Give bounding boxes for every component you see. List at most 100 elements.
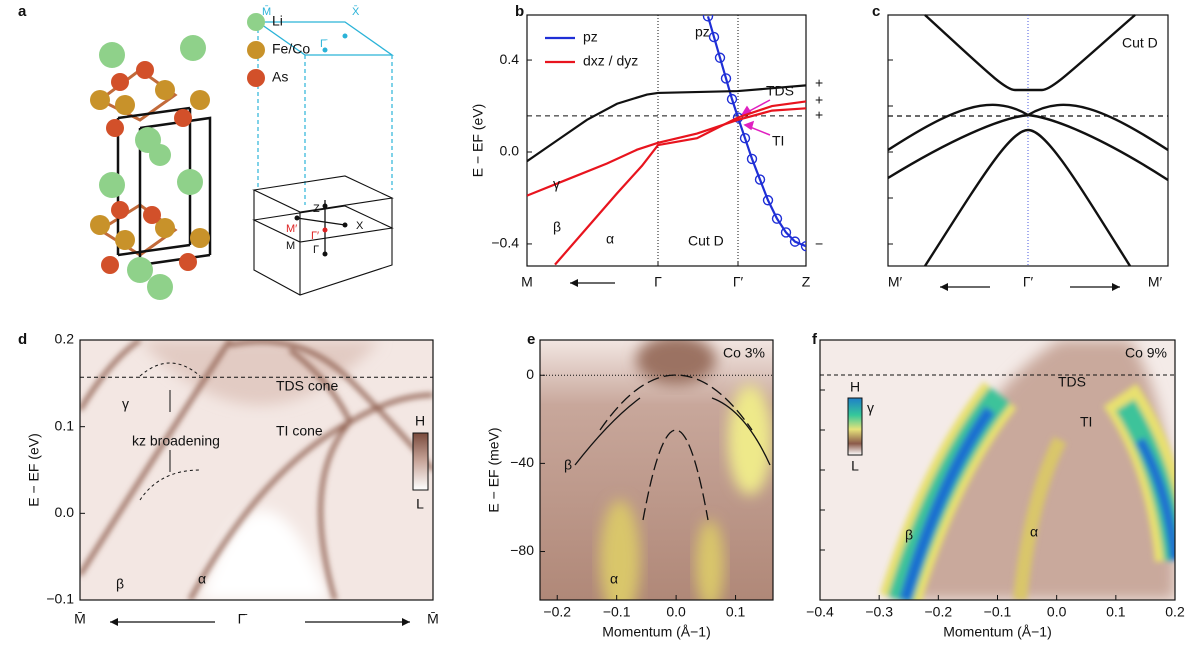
y-tick-label: −40 [510,454,534,470]
x-tick-label: M̄ [427,611,439,627]
x-axis-label: Momentum (Å−1) [943,624,1052,640]
x-tick-label: −0.2 [925,604,953,620]
annotation: β [553,219,561,235]
bz-label: M̄ [262,5,271,18]
y-tick-label: 0.0 [55,504,75,520]
x-tick-label: −0.1 [603,604,631,620]
x-tick-label: M′ [888,274,903,290]
crystal [90,35,212,300]
annotation: TDS cone [276,378,338,394]
plot-area [527,15,806,266]
legend-label: As [272,69,288,85]
annotation: α [606,231,614,247]
y-tick-label: 0 [526,366,534,382]
y-axis-label: E − EF (eV) [470,104,486,178]
annotation: kz broadening [132,433,220,449]
annotation: + [815,107,823,123]
panel-label: f [812,331,818,348]
bz-label: Γ [313,244,319,256]
annotation: Cut D [1122,35,1158,51]
annotation: TI [1080,414,1092,430]
x-tick-label: 0.1 [726,604,746,620]
frame [79,339,434,601]
annotation: γ [867,400,874,416]
x-tick-label: 0.2 [1165,604,1185,620]
legend-label: dxz / dyz [583,53,638,69]
legend-marker [247,69,265,87]
annotation: TDS [766,83,794,99]
band-sketch [887,14,1169,291]
annotation: + [815,92,823,108]
marker [762,195,774,206]
x-tick-label: M̄ [74,611,86,627]
legend-label: Li [272,13,283,29]
y-axis-label: E − EF (meV) [486,427,502,512]
heatmap-d [80,340,433,600]
bz-label: X [356,220,364,232]
annotation: TI cone [276,423,323,439]
marker [720,73,732,84]
x-tick-label: Γ [654,274,662,290]
x-tick-label: Γ′ [733,274,744,290]
panel-title: Co 3% [723,345,765,361]
marker [726,93,738,105]
y-tick-label: −0.4 [491,235,519,251]
annotation: γ [553,176,560,192]
marker [789,236,801,247]
annotation: α [198,571,206,587]
x-tick-label: −0.3 [865,604,893,620]
annotation: − [815,236,823,252]
panel-label: b [515,3,524,20]
legend-label: Fe/Co [272,41,310,57]
x-tick-label: −0.1 [984,604,1012,620]
frame [526,14,807,267]
legend-marker [247,13,265,31]
y-tick-label: −0.1 [46,591,74,607]
marker [708,31,720,43]
marker [800,241,806,252]
panel-label: a [18,3,27,20]
panel-label: c [872,3,880,20]
line [527,107,806,197]
line [527,84,806,163]
bz-label: X̄ [352,5,360,18]
annotation: γ [122,396,129,412]
marker [754,174,766,185]
x-tick-label: Z [802,274,811,290]
x-tick-label: 0.1 [1106,604,1126,620]
heatmap-f [820,340,1175,600]
x-tick-label: M′ [1148,274,1163,290]
panel-label: e [527,331,535,348]
annotation: α [1030,524,1038,540]
y-tick-label: 0.0 [500,143,520,159]
marker [780,227,792,238]
marker [702,15,714,22]
heatmap-e [540,340,773,600]
y-tick-label: 0.1 [55,417,75,433]
marker [746,153,758,165]
colorbar-label: L [851,458,859,474]
line [554,100,806,266]
bz-label: Γ′ [311,230,319,242]
line [706,16,806,248]
x-tick-label: Γ′ [1023,274,1034,290]
panel-label: d [18,331,27,348]
annotation: TDS [1058,374,1086,390]
y-tick-label: 0.2 [55,331,75,347]
x-tick-label: Γ̄ [238,611,248,627]
panel-title: Co 9% [1125,345,1167,361]
annotation: β [116,576,124,592]
colorbar-label: H [850,379,860,395]
y-tick-label: 0.4 [500,51,520,67]
colorbar-label: L [416,496,424,512]
annotation: Cut D [688,233,724,249]
x-tick-label: −0.4 [806,604,834,620]
colorbar-label: H [415,413,425,429]
x-tick-label: −0.2 [543,604,571,620]
annotation: α [610,571,618,587]
marker [739,133,751,144]
annotation: + [815,75,823,91]
legend-label: pz [583,29,598,45]
x-tick-label: M [521,274,533,290]
